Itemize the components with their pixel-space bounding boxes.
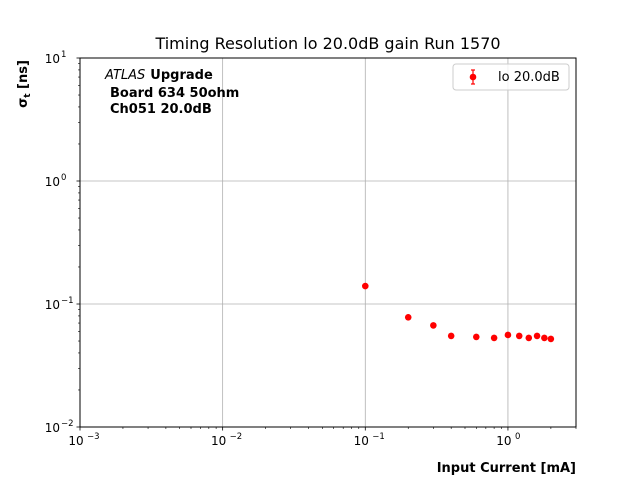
x-tick-label: 10 [211,434,226,448]
y-tick-label: 10 [45,298,60,312]
x-tick-label-exponent: 0 [515,432,520,442]
x-tick-label-exponent: −1 [372,432,385,442]
data-point [547,335,555,343]
atlas-label: ATLAS [104,68,145,83]
y-tick-label: 10 [45,175,60,189]
legend: lo 20.0dB [452,63,570,91]
data-point [361,282,369,290]
y-axis-label-sub: t [23,93,33,98]
x-axis-label: Input Current [mA] [437,461,576,476]
y-tick-label-exponent: −2 [61,419,74,429]
data-point [404,313,412,321]
x-tick-label: 10 [496,434,511,448]
tick-labels: 10 −3 10 −2 10 −1 10 010 −210 −110 010 1 [45,50,521,448]
y-axis-label: σt [ns] [16,60,33,108]
annotation-board: Board 634 50ohm [110,86,239,101]
y-tick-label-exponent: −1 [61,296,74,306]
data-point [515,332,523,340]
y-tick-label-exponent: 1 [61,50,66,60]
atlas-annotation: ATLAS Upgrade Board 634 50ohm Ch051 20.0d… [104,68,239,117]
major-ticks [76,57,509,431]
legend-label: lo 20.0dB [498,70,560,85]
x-tick-label: 10 [68,434,83,448]
legend-box [452,63,570,91]
data-point [447,332,455,340]
x-tick-label-exponent: −2 [230,432,243,442]
data-point [504,331,512,339]
legend-marker-dot [469,73,477,81]
legend-marker [469,69,477,85]
annotation-channel: Ch051 20.0dB [110,102,212,117]
y-tick-label-exponent: 0 [61,173,66,183]
data-points [361,282,555,343]
y-tick-label: 10 [45,52,60,66]
data-point [472,333,480,341]
y-axis-label-unit: [ns] [16,60,31,93]
y-tick-label: 10 [45,421,60,435]
grid-lines [80,58,576,427]
y-axis-label-main: σ [16,98,31,108]
data-point [490,334,498,342]
x-tick-label: 10 [354,434,369,448]
data-point [430,322,437,329]
data-point [541,334,548,342]
upgrade-label: Upgrade [150,68,213,83]
data-point [525,334,533,342]
data-point [533,332,541,340]
x-tick-label-exponent: −3 [87,432,100,442]
plot-area-frame [79,57,577,428]
chart-title: Timing Resolution lo 20.0dB gain Run 157… [154,34,500,53]
